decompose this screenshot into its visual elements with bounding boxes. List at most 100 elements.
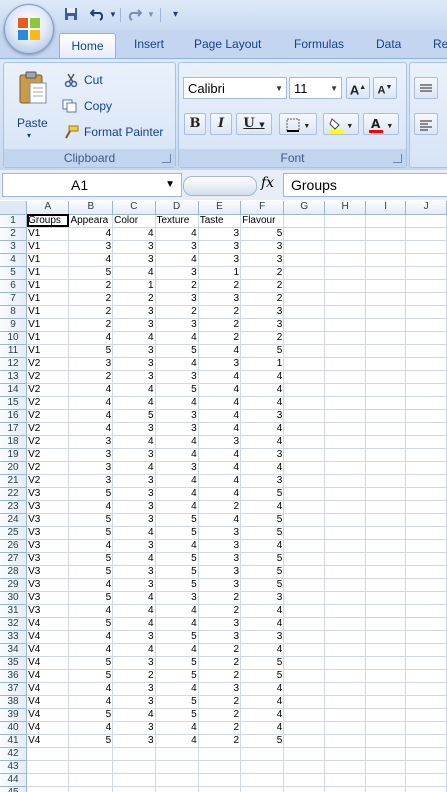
row-header[interactable]: 13 [0, 370, 28, 384]
cell[interactable] [365, 708, 407, 722]
cell[interactable]: 4 [68, 500, 114, 514]
cell[interactable] [240, 773, 285, 787]
cell[interactable] [324, 318, 366, 332]
cell[interactable]: V2 [26, 357, 70, 371]
cell[interactable] [283, 786, 326, 792]
row-header[interactable]: 14 [0, 383, 28, 397]
cell[interactable] [198, 760, 242, 774]
cell[interactable] [324, 552, 366, 566]
cell[interactable]: 4 [155, 604, 199, 618]
cell[interactable] [365, 318, 407, 332]
cell[interactable] [283, 266, 326, 280]
cell[interactable]: V3 [26, 591, 70, 605]
row-header[interactable]: 38 [0, 695, 28, 709]
cell[interactable]: 1 [240, 357, 285, 371]
cell[interactable]: 5 [240, 513, 285, 527]
cell[interactable]: 4 [198, 422, 242, 436]
cell[interactable] [365, 292, 407, 306]
cell[interactable]: 5 [68, 669, 114, 683]
row-header[interactable]: 16 [0, 409, 28, 423]
cell[interactable]: 3 [198, 539, 242, 553]
cell[interactable] [365, 383, 407, 397]
cell[interactable] [283, 578, 326, 592]
cell[interactable]: 3 [155, 461, 199, 475]
cell[interactable]: 3 [112, 734, 156, 748]
cell[interactable] [365, 240, 407, 254]
cell[interactable] [405, 539, 447, 553]
cell[interactable]: 4 [68, 643, 114, 657]
cell[interactable] [283, 734, 326, 748]
cell[interactable]: 4 [155, 331, 199, 345]
cell[interactable] [240, 747, 285, 761]
cell[interactable] [405, 565, 447, 579]
cell[interactable]: 2 [198, 708, 242, 722]
row-header[interactable]: 20 [0, 461, 28, 475]
cell[interactable]: 3 [198, 565, 242, 579]
column-header[interactable]: D [155, 201, 199, 215]
cell[interactable]: 3 [112, 344, 156, 358]
cell[interactable] [405, 266, 447, 280]
formula-bar-splitter[interactable] [183, 176, 257, 196]
cell[interactable] [26, 760, 70, 774]
cell[interactable] [405, 578, 447, 592]
row-header[interactable]: 19 [0, 448, 28, 462]
cell[interactable] [283, 396, 326, 410]
tab-data[interactable]: Data [376, 37, 402, 51]
cell[interactable] [324, 747, 366, 761]
cell[interactable]: 2 [198, 331, 242, 345]
cell[interactable] [405, 500, 447, 514]
bold-button[interactable]: B [184, 113, 206, 135]
cell[interactable] [283, 526, 326, 540]
cell[interactable]: 3 [112, 539, 156, 553]
cell[interactable] [283, 539, 326, 553]
cell[interactable]: 4 [68, 331, 114, 345]
format-painter-button[interactable]: Format Painter [84, 125, 164, 139]
cell[interactable]: 4 [68, 695, 114, 709]
column-header[interactable]: J [405, 201, 447, 215]
paste-icon[interactable] [18, 71, 48, 108]
cell[interactable] [365, 513, 407, 527]
cell[interactable]: 3 [240, 305, 285, 319]
cell[interactable] [405, 513, 447, 527]
cell[interactable]: 3 [112, 253, 156, 267]
cell[interactable] [405, 331, 447, 345]
cell[interactable] [405, 435, 447, 449]
cell[interactable]: 3 [198, 357, 242, 371]
cell[interactable]: V3 [26, 500, 70, 514]
cell[interactable] [324, 513, 366, 527]
cell[interactable] [283, 305, 326, 319]
cell[interactable]: V1 [26, 344, 70, 358]
align-left-button[interactable] [414, 113, 438, 135]
cell[interactable]: 5 [68, 708, 114, 722]
cell[interactable]: 3 [155, 266, 199, 280]
cell[interactable]: 1 [112, 279, 156, 293]
cell[interactable]: 3 [198, 578, 242, 592]
cell[interactable] [324, 669, 366, 683]
cell[interactable] [365, 604, 407, 618]
cell[interactable] [283, 708, 326, 722]
cell[interactable]: 2 [68, 292, 114, 306]
cell[interactable] [365, 760, 407, 774]
cell[interactable] [283, 461, 326, 475]
cell[interactable] [405, 214, 447, 228]
row-header[interactable]: 45 [0, 786, 28, 792]
cell[interactable]: 4 [155, 396, 199, 410]
cell[interactable] [324, 357, 366, 371]
cell[interactable] [365, 734, 407, 748]
row-header[interactable]: 10 [0, 331, 28, 345]
cell[interactable] [155, 760, 199, 774]
cell[interactable]: 2 [198, 643, 242, 657]
cell[interactable] [324, 292, 366, 306]
cell[interactable] [365, 396, 407, 410]
cell[interactable]: 4 [155, 487, 199, 501]
row-header[interactable]: 26 [0, 539, 28, 553]
cell[interactable] [112, 773, 156, 787]
cell[interactable]: 5 [240, 344, 285, 358]
cell[interactable] [324, 591, 366, 605]
cell[interactable] [365, 357, 407, 371]
cell[interactable] [324, 695, 366, 709]
cell[interactable]: 3 [198, 435, 242, 449]
cell[interactable]: 5 [240, 578, 285, 592]
cell[interactable]: V4 [26, 721, 70, 735]
grow-font-button[interactable]: A▲ [346, 77, 370, 99]
